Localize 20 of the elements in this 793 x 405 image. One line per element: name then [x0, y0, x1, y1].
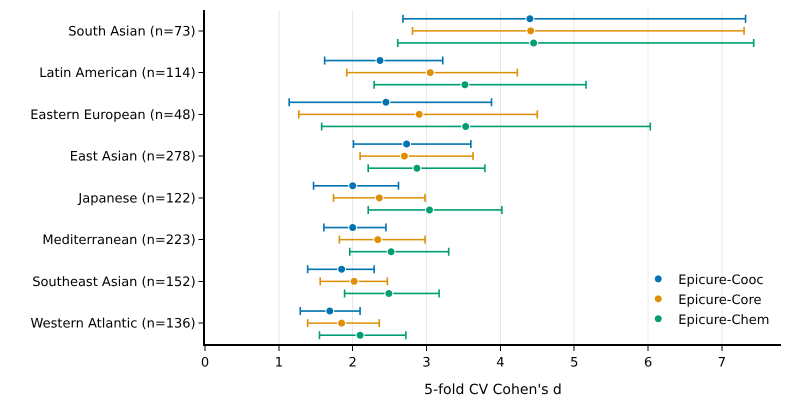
x-tick-label: 1 — [274, 355, 283, 370]
legend-label: Epicure-Core — [678, 292, 762, 308]
legend-label: Epicure-Chem — [678, 312, 770, 328]
x-tick-label: 0 — [200, 355, 210, 370]
legend-label: Epicure-Cooc — [678, 273, 764, 288]
x-tick-label: 5 — [570, 355, 578, 370]
x-tick-label: 3 — [422, 355, 431, 370]
y-tick-label: South Asian (n=73) — [68, 24, 196, 40]
y-tick-label: Japanese (n=122) — [77, 191, 196, 206]
x-tick-label: 4 — [496, 355, 505, 370]
y-tick-label: East Asian (n=278) — [70, 150, 196, 165]
y-tick-label: Southeast Asian (n=152) — [32, 274, 196, 290]
x-axis-title: 5-fold CV Cohen's d — [424, 382, 562, 398]
x-tick-label: 2 — [348, 355, 357, 370]
y-tick-label: Latin American (n=114) — [39, 66, 196, 82]
y-tick-label: Eastern European (n=48) — [30, 108, 196, 123]
y-tick-label: Western Atlantic (n=136) — [30, 316, 196, 332]
y-tick-label: Mediterranean (n=223) — [42, 233, 196, 248]
x-tick-label: 6 — [644, 355, 652, 370]
x-tick-label: 7 — [718, 355, 726, 370]
